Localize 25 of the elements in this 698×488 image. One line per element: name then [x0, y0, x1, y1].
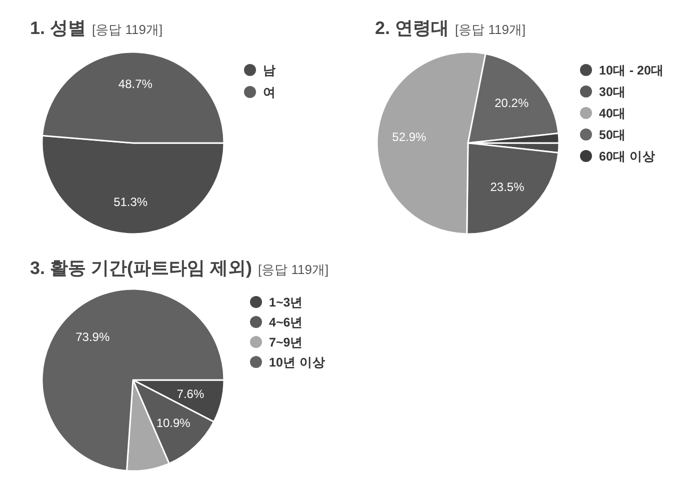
data-label: 10.9%	[156, 416, 191, 430]
legend-label: 60대 이상	[599, 150, 656, 164]
chart-subtitle: [응답 119개]	[455, 22, 526, 37]
chart-title: 3. 활동 기간(파트타임 제외)	[30, 258, 252, 278]
chart-title: 1. 성별	[30, 18, 86, 38]
legend-label: 7~9년	[269, 336, 304, 350]
data-label: 73.9%	[76, 330, 110, 344]
data-label: 48.7%	[118, 76, 153, 91]
data-label: 20.2%	[494, 96, 529, 110]
data-label: 23.5%	[490, 180, 525, 194]
legend-label: 10년 이상	[269, 356, 326, 370]
legend-label: 1~3년	[269, 296, 304, 310]
legend-label: 10대 - 20대	[599, 64, 664, 78]
legend-label: 남	[263, 64, 276, 78]
data-label: 7.6%	[176, 386, 204, 401]
legend-label: 30대	[599, 85, 626, 99]
legend-label: 여	[263, 86, 276, 100]
legend-label: 4~6년	[269, 316, 304, 330]
legend-label: 50대	[599, 128, 626, 142]
chart-subtitle: [응답 119개]	[92, 22, 163, 37]
data-label: 52.9%	[392, 130, 427, 144]
chart-title: 2. 연령대	[375, 18, 450, 38]
chart-subtitle: [응답 119개]	[258, 262, 329, 277]
data-label: 51.3%	[114, 195, 148, 210]
legend-label: 40대	[599, 106, 626, 120]
